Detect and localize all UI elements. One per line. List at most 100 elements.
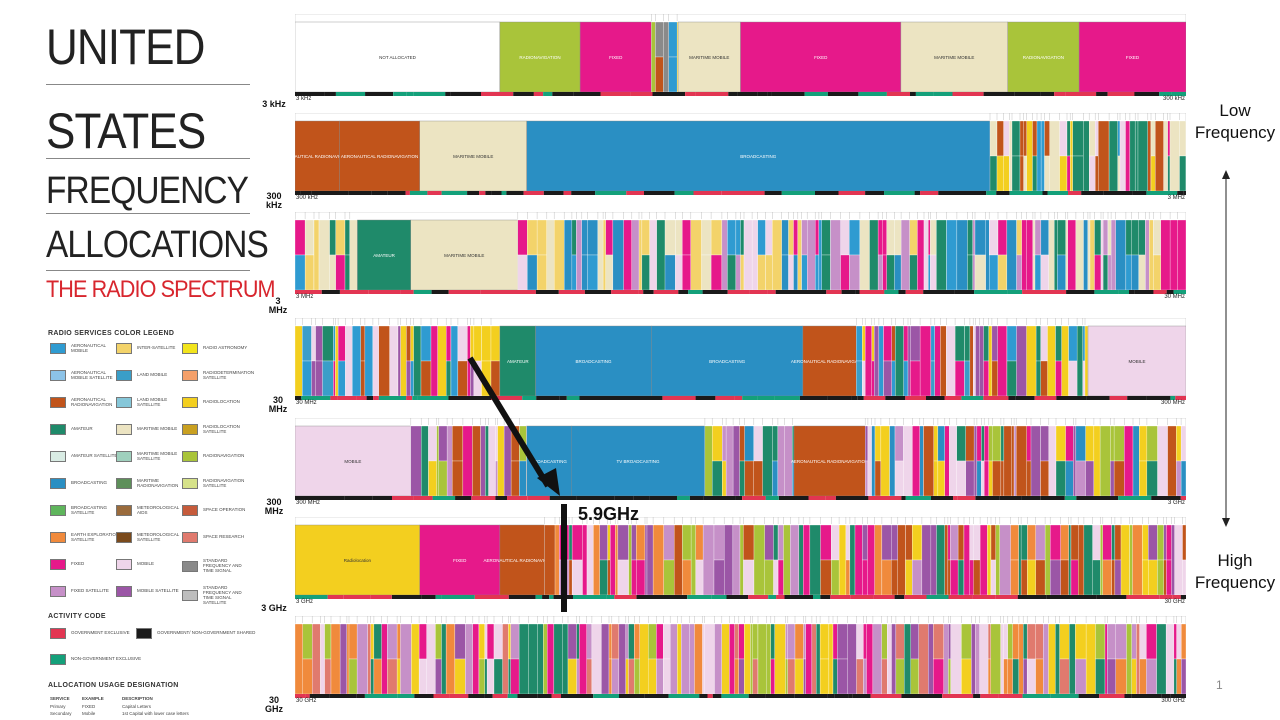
allocation-block <box>641 219 650 256</box>
allocation-block <box>488 425 496 496</box>
allocation-block <box>1083 524 1093 595</box>
activity-segment <box>417 396 449 400</box>
allocation-block <box>948 658 951 694</box>
allocation-block <box>1102 559 1112 595</box>
legend-item: BROADCASTING <box>50 478 120 489</box>
activity-segment <box>378 396 407 400</box>
allocation-block <box>636 559 646 595</box>
allocation-block <box>956 219 968 290</box>
legend-swatch <box>50 424 66 435</box>
allocation-block <box>792 460 795 496</box>
allocation-block <box>1149 219 1154 290</box>
legend-item: RADIOLOCATION SATELLITE <box>182 424 252 435</box>
allocation-block <box>1060 559 1069 595</box>
allocation-block <box>1065 219 1068 290</box>
allocation-block <box>1082 325 1086 362</box>
allocation-block <box>727 219 737 256</box>
allocation-block <box>1137 120 1149 191</box>
row-end-label: 3 MHz <box>1167 195 1185 201</box>
allocation-block <box>1049 120 1060 191</box>
allocation-block <box>1011 120 1021 157</box>
allocation-block <box>933 623 944 660</box>
allocation-block <box>1030 425 1041 496</box>
frequency-annotation-label: 5.9GHz <box>578 504 640 524</box>
allocation-block <box>949 425 957 496</box>
allocation-block <box>675 219 683 256</box>
allocation-block <box>628 524 632 595</box>
allocation-block <box>1129 120 1136 191</box>
allocation-block <box>1070 524 1079 561</box>
activity-segment <box>873 595 895 599</box>
activity-segment <box>915 92 934 96</box>
activity-segment <box>339 191 349 195</box>
allocation-block <box>695 524 704 561</box>
activity-segment <box>827 396 852 400</box>
allocation-block <box>587 219 599 256</box>
allocation-block <box>712 460 723 496</box>
allocation-block <box>457 360 468 396</box>
allocation-block <box>454 658 466 694</box>
allocation-block <box>793 219 798 256</box>
allocation-block <box>854 524 863 595</box>
allocation-block <box>420 360 432 396</box>
allocation-block <box>996 120 1004 157</box>
activity-segment <box>764 191 782 195</box>
activity-segment <box>870 694 902 698</box>
allocation-block <box>702 623 705 694</box>
allocation-block <box>923 425 934 496</box>
allocation-block <box>441 623 447 694</box>
row-end-label: 3 GHz <box>1167 500 1185 506</box>
allocation-block <box>923 219 929 290</box>
allocation-block <box>1157 425 1168 496</box>
allocation-block <box>1115 623 1127 660</box>
allocation-block <box>701 254 712 290</box>
allocation-block <box>1027 559 1036 595</box>
allocation-label: BROADCASTING <box>575 359 612 364</box>
activity-segment <box>409 191 428 195</box>
allocation-block <box>623 219 632 290</box>
activity-segment <box>826 290 842 294</box>
activity-segment <box>413 92 433 96</box>
allocation-block <box>526 120 991 191</box>
allocation-block <box>302 325 312 362</box>
allocation-block <box>1055 360 1062 396</box>
allocation-block <box>1115 658 1127 694</box>
allocation-block <box>553 623 563 694</box>
activity-segment <box>606 92 631 96</box>
allocation-block <box>1075 623 1087 660</box>
activity-segment <box>563 191 572 195</box>
activity-segment <box>1086 396 1110 400</box>
activity-segment <box>868 496 902 500</box>
band-label: 30 GHz <box>265 695 283 715</box>
allocation-block <box>930 524 937 595</box>
activity-swatch <box>50 628 66 639</box>
allocation-block <box>1114 559 1122 595</box>
allocation-block <box>881 658 888 694</box>
legend-item: MOBILE SATELLITE <box>116 586 186 597</box>
activity-segment <box>741 595 749 599</box>
legend-label: RADIONAVIGATION SATELLITE <box>203 477 245 488</box>
allocation-block <box>1000 623 1004 694</box>
allocation-block <box>480 425 486 496</box>
allocation-block <box>973 325 976 396</box>
allocation-block <box>1179 155 1186 191</box>
allocation-block <box>345 325 353 396</box>
allocation-block <box>581 254 588 290</box>
allocation-block <box>984 460 989 496</box>
allocation-block <box>1138 219 1146 256</box>
allocation-block <box>766 623 771 694</box>
activity-segment <box>1159 92 1172 96</box>
activity-segment <box>1153 290 1167 294</box>
activity-segment <box>765 694 795 698</box>
usage-col-header: DESCRIPTION <box>122 696 153 701</box>
activity-segment <box>448 396 464 400</box>
activity-segment <box>592 496 615 500</box>
allocation-block <box>862 360 866 396</box>
row-end-label: 300 kHz <box>1162 96 1185 102</box>
activity-segment <box>1022 290 1044 294</box>
allocation-label: FIXED <box>609 55 623 60</box>
allocation-block <box>694 623 703 694</box>
allocation-block <box>1092 524 1101 561</box>
activity-segment <box>767 290 776 294</box>
activity-segment <box>391 595 422 599</box>
